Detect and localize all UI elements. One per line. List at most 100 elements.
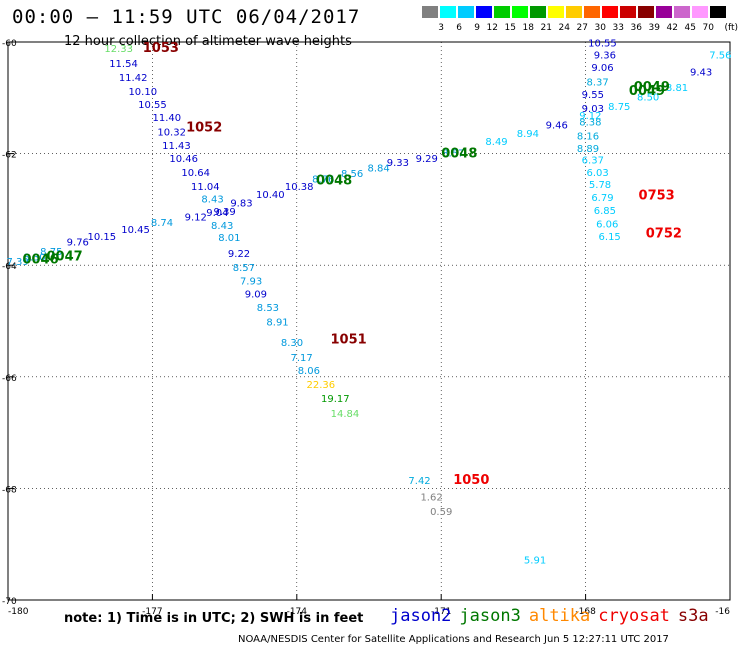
swh-value-cryosat: 6.37 — [582, 156, 604, 167]
color-scale-label: 24 — [558, 23, 570, 33]
swh-value-jason3: 9.43 — [690, 67, 712, 78]
swh-value-s3a: 11.54 — [109, 59, 138, 70]
x-tick-label: -177 — [142, 607, 162, 617]
credit-line: NOAA/NESDIS Center for Satellite Applica… — [238, 634, 669, 645]
swh-value-s3a: 19.17 — [321, 394, 350, 405]
color-scale-label: 42 — [666, 23, 678, 33]
color-swatch — [530, 6, 546, 18]
legend-entry-jason2: jason2 — [390, 606, 452, 626]
swh-value-jason3: 8.84 — [367, 163, 389, 174]
swh-value-s3a: 22.36 — [307, 380, 336, 391]
swh-value-s3a: 10.10 — [128, 87, 157, 98]
x-tick-label: -174 — [287, 607, 308, 617]
color-scale-label: 36 — [630, 23, 642, 33]
x-tick-label: -16 — [715, 607, 730, 617]
swh-value-jason3: 9.29 — [416, 154, 438, 165]
y-tick-label: -62 — [2, 151, 17, 161]
legend-entry-cryosat: cryosat — [598, 606, 670, 626]
swh-value-s3a: 11.04 — [191, 182, 220, 193]
swh-value-s3a: 8.06 — [298, 366, 320, 377]
y-tick-label: -68 — [2, 485, 17, 495]
y-tick-label: -64 — [2, 262, 17, 272]
legend-entry-jason3: jason3 — [459, 606, 521, 626]
pass-time-label-s3a: 1053 — [143, 41, 179, 56]
swh-value-s3a: 9.09 — [245, 290, 267, 301]
swh-value-jason3: 10.38 — [285, 182, 314, 193]
swh-value-cryosat: 6.79 — [591, 193, 613, 204]
color-swatch — [422, 6, 438, 18]
color-scale-label: 39 — [648, 23, 660, 33]
swh-value-jason3: 8.57 — [442, 148, 464, 159]
swh-value-s3a: 11.43 — [162, 141, 191, 152]
footnote: note: 1) Time is in UTC; 2) SWH is in fe… — [64, 611, 364, 626]
swh-value-cryosat: 5.91 — [524, 556, 546, 567]
swh-value-jason3: 8.76 — [312, 175, 334, 186]
color-scale-label: 70 — [702, 23, 714, 33]
swh-value-s3a: 12.33 — [104, 44, 133, 55]
swh-value-cryosat: 6.85 — [594, 206, 616, 217]
swh-value-s3a: 8.43 — [211, 221, 233, 232]
swh-value-cryosat: 6.15 — [599, 232, 621, 243]
swh-value-jason3: 9.76 — [67, 238, 89, 249]
color-swatch — [548, 6, 564, 18]
swh-value-s3a: 8.91 — [266, 317, 288, 328]
swh-value-cryosat: 8.38 — [579, 118, 601, 129]
swh-value-jason3: 8.56 — [341, 169, 363, 180]
swh-value-s3a: 8.53 — [257, 303, 279, 314]
y-tick-label: -60 — [2, 39, 17, 49]
color-scale-label: 33 — [612, 23, 624, 33]
swh-value-cryosat: 9.03 — [582, 104, 604, 115]
swh-value-cryosat: 6.06 — [596, 219, 618, 230]
x-tick-label: -180 — [8, 607, 29, 617]
swh-value-cryosat: 10.55 — [588, 38, 617, 49]
swh-value-s3a: 8.30 — [281, 338, 303, 349]
satellite-legend: jason2 jason3 altika cryosat s3a — [390, 606, 717, 626]
pass-time-label-s3a: 1051 — [330, 332, 366, 347]
plot-frame — [7, 41, 731, 601]
pass-time-label-jason3: 0046 — [22, 253, 58, 268]
pass-time-label-jason3: 0049 — [634, 80, 670, 95]
color-swatch — [620, 6, 636, 18]
color-swatch — [566, 6, 582, 18]
pass-time-label-cryosat: 0753 — [639, 188, 675, 203]
color-scale-label: 3 — [438, 23, 444, 33]
swh-value-cryosat: 8.16 — [577, 132, 599, 143]
x-tick-label: -168 — [575, 607, 596, 617]
pass-time-label-jason3: 0048 — [316, 173, 352, 188]
color-scale-label: 27 — [576, 23, 588, 33]
color-scale-label: 15 — [504, 23, 516, 33]
legend-entry-s3a: s3a — [677, 606, 709, 626]
swh-value-cryosat: 8.37 — [587, 78, 609, 89]
color-swatch — [494, 6, 510, 18]
swh-value-jason3: 9.83 — [230, 199, 252, 210]
color-scale-label: 6 — [456, 23, 462, 33]
pass-time-label-cryosat: 0752 — [646, 226, 682, 241]
pass-time-label-jason3: 0048 — [441, 147, 477, 162]
swh-value-s3a: 10.64 — [181, 168, 210, 179]
color-swatch — [656, 6, 672, 18]
x-tick-label: -171 — [431, 607, 451, 617]
legend-entry-altika: altika — [528, 606, 591, 626]
swh-value-cryosat: 7.42 — [408, 476, 430, 487]
swh-value-s3a: 9.22 — [228, 249, 250, 260]
color-scale-unit: (ft) — [724, 23, 738, 33]
swh-value-jason3: 9.39 — [213, 207, 235, 218]
color-swatch — [584, 6, 600, 18]
swh-value-cryosat: 1.62 — [420, 493, 442, 504]
swh-value-jason3: 10.15 — [88, 232, 117, 243]
color-scale-label: 9 — [474, 23, 480, 33]
swh-value-jason3: 8.49 — [485, 137, 507, 148]
color-swatch — [692, 6, 708, 18]
pass-time-label-jason3: 0049 — [629, 84, 665, 99]
swh-value-s3a: 9.04 — [206, 208, 228, 219]
y-tick-label: -66 — [2, 374, 17, 384]
swh-value-s3a: 8.01 — [218, 233, 240, 244]
swh-value-jason3: 8.81 — [666, 83, 688, 94]
pass-time-label-jason3: 0047 — [47, 250, 83, 265]
color-scale-label: 18 — [522, 23, 534, 33]
swh-value-jason3: 8.74 — [151, 218, 173, 229]
swh-value-jason3: 10.45 — [121, 225, 150, 236]
swh-value-s3a: 11.42 — [119, 73, 148, 84]
swh-value-s3a: 8.57 — [233, 263, 255, 274]
